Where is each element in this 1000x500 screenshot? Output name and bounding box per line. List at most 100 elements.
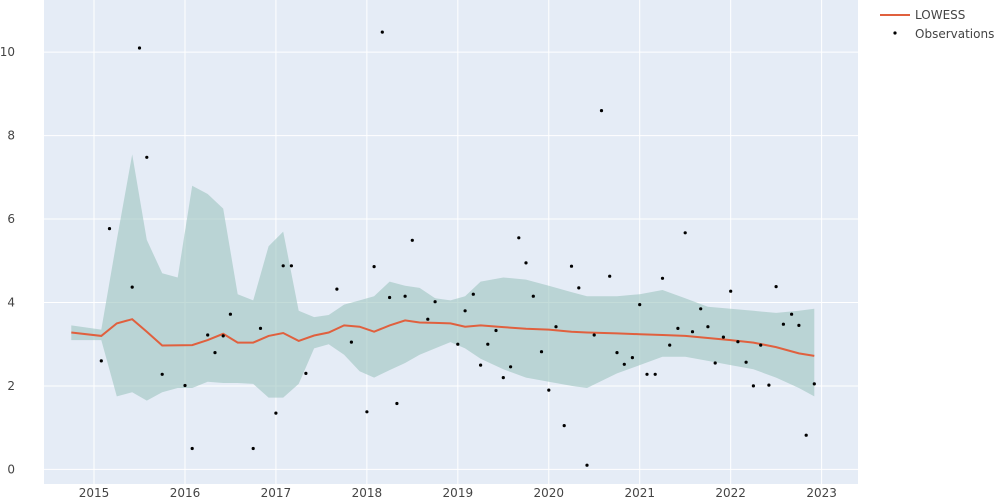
observation-point bbox=[721, 335, 726, 339]
observation-point bbox=[706, 325, 710, 329]
y-tick-label: 6 bbox=[7, 212, 15, 226]
observation-point bbox=[410, 238, 414, 242]
observation-point bbox=[426, 317, 430, 321]
observation-point bbox=[190, 446, 194, 451]
observation-point bbox=[729, 289, 733, 293]
confidence-band bbox=[71, 154, 815, 401]
observation-point bbox=[577, 286, 581, 290]
observation-point bbox=[744, 360, 748, 364]
observation-point bbox=[206, 333, 210, 337]
x-tick-label: 2017 bbox=[261, 486, 292, 500]
legend[interactable]: LOWESS Observations bbox=[880, 8, 994, 41]
observation-point bbox=[456, 342, 460, 346]
y-tick-label: 8 bbox=[7, 129, 15, 143]
observation-point bbox=[599, 109, 604, 113]
y-tick-label: 2 bbox=[7, 379, 15, 393]
observations-layer bbox=[99, 30, 816, 467]
observation-point bbox=[797, 323, 801, 327]
confidence-band-layer bbox=[71, 154, 815, 401]
observation-point bbox=[335, 287, 339, 291]
x-tick-label: 2019 bbox=[443, 486, 474, 500]
plot-background bbox=[44, 0, 858, 484]
legend-label-observations: Observations bbox=[915, 27, 994, 41]
x-tick-label: 2015 bbox=[79, 486, 110, 500]
observation-point bbox=[274, 411, 278, 415]
observation-point bbox=[304, 371, 308, 375]
observation-point bbox=[395, 401, 399, 406]
observation-point bbox=[622, 362, 626, 366]
observation-point bbox=[130, 285, 134, 289]
observation-point bbox=[790, 312, 794, 316]
observation-point bbox=[751, 384, 756, 388]
observation-point bbox=[486, 342, 490, 346]
observation-point bbox=[494, 328, 498, 333]
legend-label-lowess: LOWESS bbox=[915, 8, 965, 22]
lowess-line-layer bbox=[71, 318, 815, 357]
observation-point bbox=[251, 446, 255, 451]
observation-point bbox=[781, 322, 786, 326]
observation-point bbox=[585, 463, 589, 467]
observation-point bbox=[524, 261, 528, 265]
observation-point bbox=[804, 433, 808, 437]
observation-point bbox=[812, 382, 816, 386]
observation-point bbox=[690, 330, 695, 334]
observation-point bbox=[676, 326, 680, 330]
y-tick-label: 0 bbox=[7, 462, 15, 476]
observation-point bbox=[380, 30, 384, 34]
observation-point bbox=[638, 303, 642, 307]
observation-point bbox=[365, 410, 369, 414]
observation-point bbox=[713, 361, 717, 365]
observation-point bbox=[630, 356, 635, 360]
x-tick-label: 2016 bbox=[170, 486, 201, 500]
x-axis-ticks: 2015 2016 2017 2018 2019 2020 2021 2022 2023 bbox=[79, 486, 837, 500]
observation-point bbox=[258, 326, 263, 330]
x-tick-label: 2022 bbox=[715, 486, 746, 500]
observation-point bbox=[145, 155, 149, 159]
observation-point bbox=[774, 285, 778, 289]
lowess-line bbox=[71, 318, 815, 357]
observation-point bbox=[531, 294, 535, 298]
observation-point bbox=[289, 264, 293, 268]
observation-point bbox=[539, 350, 544, 354]
observation-point bbox=[213, 351, 217, 355]
legend-swatch-observations bbox=[893, 31, 897, 35]
observation-point bbox=[99, 359, 103, 363]
observation-point bbox=[767, 383, 771, 387]
observation-point bbox=[479, 363, 483, 367]
observation-point bbox=[501, 376, 505, 380]
observation-point bbox=[736, 340, 740, 344]
observation-point bbox=[615, 351, 619, 355]
observation-point bbox=[372, 265, 376, 269]
observation-point bbox=[699, 307, 703, 311]
observation-point bbox=[517, 236, 521, 240]
observation-point bbox=[683, 231, 687, 235]
observation-point bbox=[547, 388, 551, 392]
observation-point bbox=[463, 309, 467, 313]
observation-point bbox=[433, 300, 437, 304]
observation-point bbox=[228, 312, 232, 316]
observation-point bbox=[388, 295, 392, 300]
observation-point bbox=[554, 325, 558, 329]
observation-point bbox=[107, 227, 112, 231]
observation-point bbox=[645, 372, 649, 376]
observation-point bbox=[660, 276, 665, 280]
observation-point bbox=[281, 264, 285, 268]
observation-point bbox=[471, 292, 475, 296]
observation-point bbox=[183, 383, 187, 388]
observation-point bbox=[349, 340, 353, 344]
x-tick-label: 2020 bbox=[533, 486, 564, 500]
observation-point bbox=[569, 264, 574, 268]
y-tick-label: 4 bbox=[7, 296, 15, 310]
y-tick-label: 10 bbox=[0, 45, 15, 59]
observation-point bbox=[592, 333, 596, 337]
observation-point bbox=[668, 343, 672, 347]
observation-point bbox=[759, 343, 763, 347]
x-tick-label: 2018 bbox=[352, 486, 383, 500]
x-tick-label: 2021 bbox=[624, 486, 655, 500]
observation-point bbox=[509, 365, 513, 369]
y-axis-ticks: 0 2 4 6 8 10 bbox=[0, 45, 15, 476]
observation-point bbox=[221, 334, 225, 338]
observation-point bbox=[160, 372, 164, 376]
observation-point bbox=[137, 46, 142, 50]
